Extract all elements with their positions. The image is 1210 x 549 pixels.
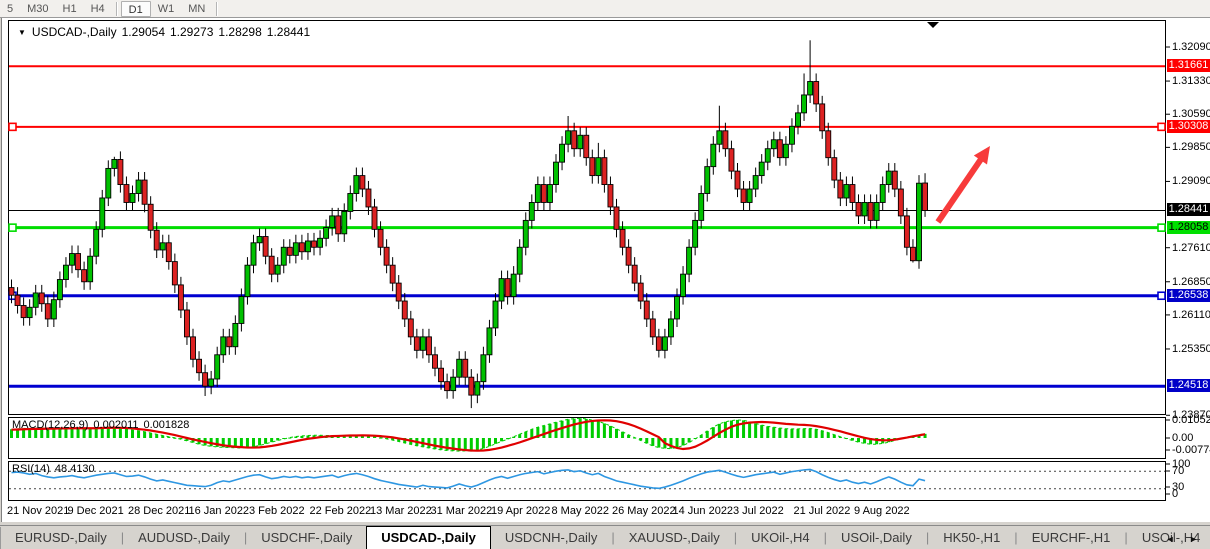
ohlc-high: 1.29273 (170, 25, 214, 39)
tab-ukoil-h4[interactable]: UKOil-,H4 (751, 530, 810, 545)
ohlc-low: 1.28298 (218, 25, 262, 39)
macd-main-value: 0.002011 (93, 419, 139, 431)
tab-hk50-h1[interactable]: HK50-,H1 (943, 530, 1001, 545)
macd-indicator-label: MACD(12,26,9) 0.002011 0.001828 (12, 419, 189, 431)
date-axis-label: 9 Aug 2022 (854, 505, 910, 517)
date-axis-label: 14 Jun 2022 (672, 505, 734, 517)
chart-symbol-label: USDCAD-,Daily (31, 25, 117, 39)
tab-eurusd-daily[interactable]: EURUSD-,Daily (15, 530, 107, 545)
timeframe-button-m30[interactable]: M30 (27, 2, 49, 15)
timeframe-button-w1[interactable]: W1 (157, 2, 175, 15)
toolbar-separator (115, 1, 117, 16)
timeframe-toolbar: 5 M30 H1 H4 D1 W1 MN (0, 0, 1210, 18)
tab-xauusd-daily[interactable]: XAUUSD-,Daily (628, 530, 720, 545)
date-axis-label: 16 Jan 2022 (188, 505, 250, 517)
tab-separator: | (1124, 530, 1128, 545)
date-axis-label: 31 Mar 2022 (430, 505, 493, 517)
date-axis-label: 22 Feb 2022 (309, 505, 372, 517)
tab-separator: | (925, 530, 930, 545)
ohlc-open: 1.29054 (121, 25, 165, 39)
date-axis-label: 3 Feb 2022 (249, 505, 305, 517)
chart-title: ▼ USDCAD-,Daily 1.29054 1.29273 1.28298 1.284… (18, 25, 310, 39)
tab-usdcnh-daily[interactable]: USDCNH-,Daily (504, 530, 598, 545)
rsi-name: RSI(14) (12, 463, 50, 475)
timeframe-button-mn[interactable]: MN (188, 2, 206, 15)
tab-separator: | (120, 530, 125, 545)
tab-separator: | (1014, 530, 1018, 545)
tab-list: EURUSD-,Daily | AUDUSD-,Daily | USDCHF-,Dail… (1, 526, 1210, 549)
tabbar-lead-spacer (0, 527, 1, 549)
timeframe-button-5[interactable]: 5 (7, 2, 14, 15)
tab-usoil-h4[interactable]: USOil-,H4 (1141, 530, 1201, 545)
date-axis-label: 13 Mar 2022 (370, 505, 432, 517)
date-axis-label: 28 Dec 2021 (128, 505, 191, 517)
price-chart-panel[interactable] (8, 20, 1166, 415)
rsi-indicator-label: RSI(14) 48.4130 (12, 463, 95, 475)
macd-signal-value: 0.001828 (143, 419, 190, 431)
window-left-edge (1, 18, 2, 522)
date-axis-label: 8 May 2022 (551, 505, 609, 517)
date-axis-label: 3 Jul 2022 (733, 505, 784, 517)
tab-separator: | (611, 530, 615, 545)
tab-eurchf-h1[interactable]: EURCHF-,H1 (1031, 530, 1111, 545)
date-axis-label: 26 May 2022 (612, 505, 676, 517)
timeframe-button-h1[interactable]: H1 (62, 2, 77, 15)
date-axis: 21 Nov 2021 9 Dec 2021 28 Dec 2021 16 Jan 2… (0, 505, 1210, 521)
symbol-tabbar: EURUSD-,Daily | AUDUSD-,Daily | USDCHF-,Dail… (0, 525, 1210, 549)
date-axis-label: 21 Nov 2021 (7, 505, 70, 517)
toolbar-separator (216, 1, 218, 16)
tab-usdcad-daily[interactable]: USDCAD-,Daily (366, 526, 491, 549)
timeframe-button-d1[interactable]: D1 (120, 0, 151, 17)
tab-usdchf-daily[interactable]: USDCHF-,Daily (261, 530, 353, 545)
tab-scroll-icons[interactable]: ◄ ► (1165, 534, 1204, 544)
date-axis-label: 21 Jul 2022 (793, 505, 851, 517)
tab-separator: | (243, 530, 248, 545)
macd-name: MACD(12,26,9) (12, 419, 89, 431)
tab-separator: | (823, 530, 828, 545)
rsi-panel[interactable] (8, 461, 1166, 501)
timeframe-button-h4[interactable]: H4 (90, 2, 105, 15)
ohlc-close: 1.28441 (266, 25, 311, 39)
rsi-value: 48.4130 (54, 463, 95, 475)
tab-usoil-daily[interactable]: USOil-,Daily (841, 530, 912, 545)
date-axis-label: 9 Dec 2021 (67, 505, 124, 517)
chart-dropdown-icon[interactable]: ▼ (18, 28, 26, 37)
tab-audusd-daily[interactable]: AUDUSD-,Daily (138, 530, 230, 545)
date-axis-label: 19 Apr 2022 (491, 505, 551, 517)
tab-separator: | (733, 530, 738, 545)
